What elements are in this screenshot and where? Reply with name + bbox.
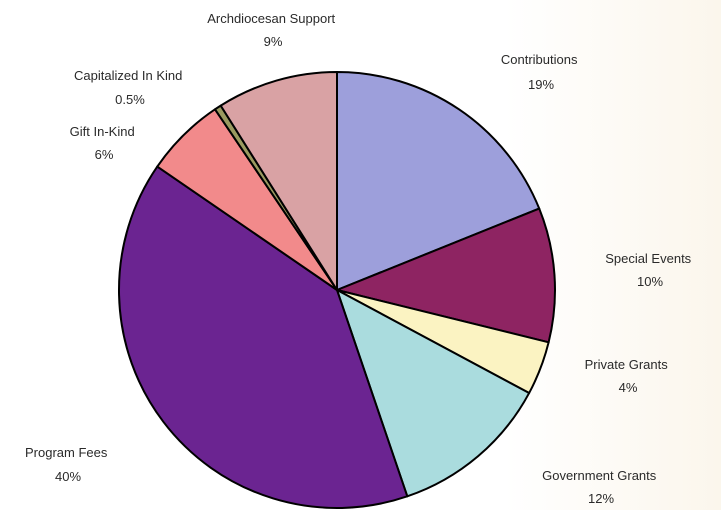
label-government-grants: Government Grants 12%	[542, 468, 660, 506]
label-special-events: Special Events 10%	[605, 251, 695, 289]
pie-slices	[118, 71, 556, 509]
label-private-grants: Private Grants 4%	[585, 357, 672, 395]
label-contributions: Contributions 19%	[501, 52, 581, 92]
slice-special-events	[336, 207, 556, 344]
slice-contributions	[336, 71, 541, 291]
label-program-fees: Program Fees 40%	[25, 445, 111, 484]
label-gift-in-kind: Gift In-Kind 6%	[70, 124, 139, 162]
pie-labels: Contributions 19% Special Events 10% Pri…	[25, 11, 695, 506]
slice-archdiocesan-support	[219, 71, 338, 291]
slice-government-grants	[336, 289, 531, 498]
label-archdiocesan-support: Archdiocesan Support 9%	[207, 11, 339, 49]
label-capitalized-in-kind: Capitalized In Kind 0.5%	[74, 68, 186, 107]
slice-program-fees	[118, 165, 409, 509]
